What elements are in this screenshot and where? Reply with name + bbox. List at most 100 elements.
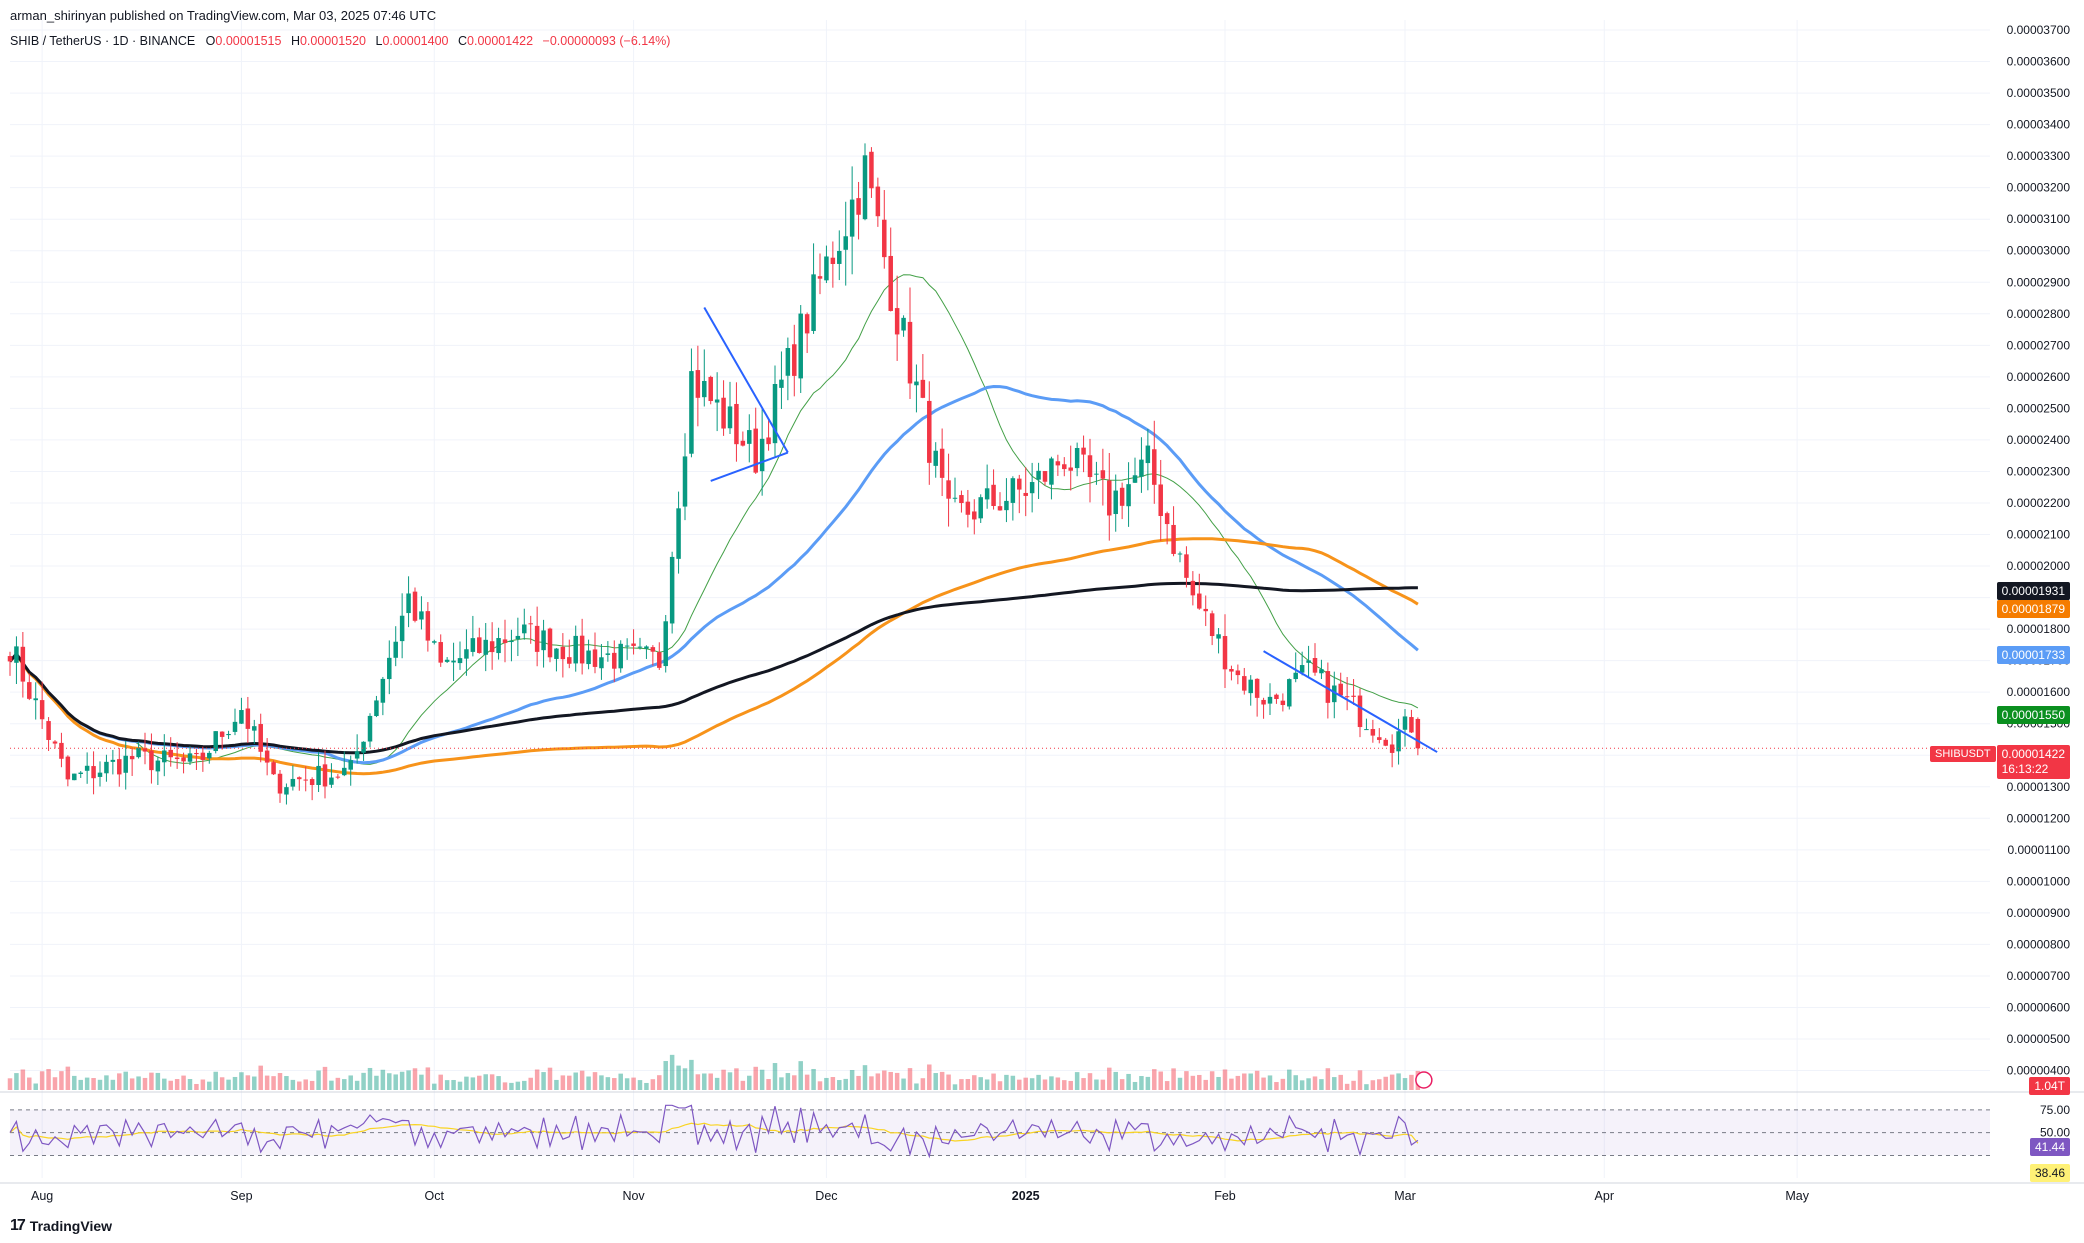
volume-bar: [1242, 1073, 1247, 1090]
candle-body: [1107, 480, 1112, 516]
volume-bar: [907, 1068, 913, 1090]
candle-body: [1068, 467, 1073, 471]
volume-bar: [1267, 1075, 1273, 1090]
candle-body: [464, 649, 469, 659]
candle-body: [592, 649, 598, 667]
candle-body: [1338, 683, 1343, 696]
candle-body: [599, 657, 604, 669]
candle-body: [753, 428, 758, 473]
candle-body: [1254, 678, 1260, 698]
volume-bar: [335, 1077, 341, 1090]
price-axis-label: 0.00002400: [2007, 433, 2071, 447]
volume-bar: [290, 1079, 296, 1090]
price-axis-label: 0.00003100: [2007, 212, 2071, 226]
volume-bar: [374, 1075, 379, 1090]
volume-bar: [657, 1075, 662, 1090]
footer-brand: TradingView: [29, 1218, 113, 1234]
candle-body: [142, 748, 148, 752]
volume-bar: [914, 1083, 919, 1090]
volume-bar: [496, 1076, 501, 1090]
volume-bar: [1152, 1069, 1157, 1090]
volume-bar: [232, 1076, 238, 1090]
volume-bar: [342, 1079, 347, 1090]
volume-bar: [785, 1073, 791, 1090]
moving-average-line: [8, 581, 1418, 755]
volume-bar: [997, 1081, 1003, 1090]
candle-body: [798, 313, 803, 379]
candle-body: [612, 652, 617, 669]
candle-body: [965, 501, 971, 515]
volume-bar: [1325, 1068, 1331, 1090]
volume-bar: [1216, 1076, 1221, 1090]
volume-bar: [483, 1074, 488, 1090]
volume-bar: [1197, 1074, 1202, 1090]
candle-body: [303, 779, 308, 781]
volume-bar: [194, 1083, 199, 1090]
candle-body: [817, 276, 823, 279]
candle-body: [1036, 470, 1041, 480]
volume-bar: [1274, 1082, 1279, 1090]
price-axis-label: 0.00001600: [2007, 685, 2071, 699]
tradingview-footer[interactable]: 17 TradingView: [10, 1217, 112, 1235]
candle-body: [637, 646, 643, 648]
volume-bar: [1299, 1080, 1305, 1090]
candle-body: [1126, 484, 1131, 507]
candle-body: [515, 635, 521, 640]
candle-body: [1049, 458, 1054, 485]
volume-bar: [702, 1073, 707, 1090]
candle-body: [669, 556, 675, 624]
trendline: [710, 451, 789, 482]
candle-body: [721, 397, 726, 429]
candle-body: [97, 772, 103, 777]
volume-bar: [772, 1063, 778, 1090]
candle-body: [374, 700, 379, 717]
candle-body: [39, 700, 45, 720]
volume-bar: [149, 1072, 154, 1090]
volume-bar: [1087, 1073, 1093, 1090]
volume-bar: [586, 1076, 591, 1090]
time-axis-label: Nov: [622, 1189, 645, 1203]
volume-bar: [444, 1080, 450, 1090]
candle-body: [997, 506, 1003, 511]
candle-body: [59, 742, 64, 759]
candle-body: [650, 647, 656, 652]
volume-bar: [927, 1064, 932, 1090]
candle-body: [862, 155, 868, 220]
price-axis-label: 0.00002600: [2007, 370, 2071, 384]
candle-body: [1216, 634, 1221, 639]
volume-bar: [612, 1078, 617, 1090]
candle-body: [509, 640, 514, 643]
candle-body: [342, 767, 347, 776]
volume-bar: [1229, 1078, 1234, 1090]
volume-bar: [837, 1080, 842, 1090]
candle-body: [399, 615, 405, 642]
volume-bar: [226, 1079, 231, 1090]
candle-body: [901, 317, 906, 331]
candle-body: [1402, 716, 1408, 730]
price-axis-label: 0.00002300: [2007, 464, 2071, 478]
volume-bar: [939, 1071, 945, 1090]
price-axis-label: 0.00002900: [2007, 275, 2071, 289]
candle-body: [727, 406, 733, 429]
volume-bar: [425, 1067, 431, 1090]
volume-bar: [65, 1066, 71, 1090]
candle-body: [1274, 694, 1279, 700]
volume-bar: [174, 1079, 180, 1090]
volume-bar: [1029, 1078, 1035, 1090]
candle-body: [245, 708, 251, 729]
volume-bar: [258, 1065, 263, 1090]
price-axis-label: 0.00003400: [2007, 118, 2071, 132]
volume-bar: [965, 1079, 971, 1090]
volume-bar: [1287, 1069, 1292, 1090]
volume-bar: [1184, 1071, 1189, 1090]
candle-body: [1190, 580, 1196, 596]
candle-body: [837, 250, 842, 264]
candle-body: [117, 759, 122, 775]
candle-body: [393, 641, 398, 658]
candle-body: [560, 646, 566, 660]
candle-body: [567, 657, 572, 664]
volume-bar: [1351, 1080, 1356, 1090]
symbol-label[interactable]: SHIB / TetherUS · 1D · BINANCE: [10, 34, 196, 48]
volume-bar: [1306, 1078, 1311, 1090]
